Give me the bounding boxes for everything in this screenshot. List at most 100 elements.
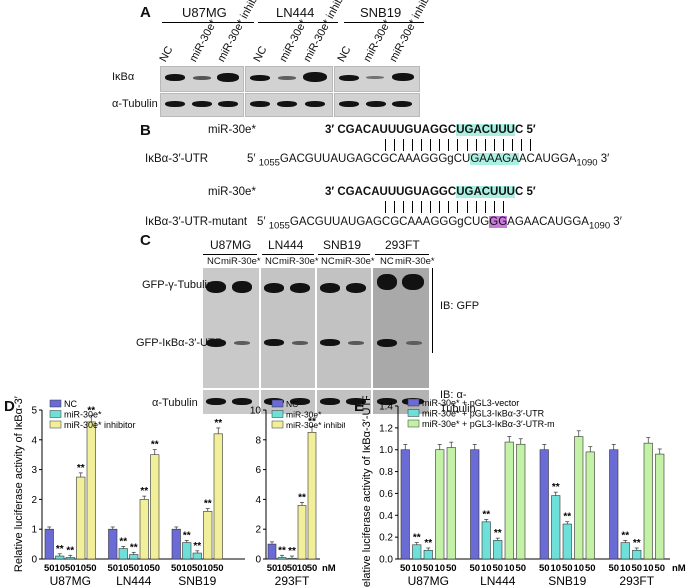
band xyxy=(292,341,308,345)
x-tick-label: 10 xyxy=(550,563,561,574)
x-tick-label: 50 xyxy=(128,563,139,574)
bar xyxy=(481,521,491,560)
a-lane-label: NC xyxy=(251,44,270,64)
significance-label: ** xyxy=(288,546,296,557)
unit-label: nM xyxy=(672,563,686,574)
bar xyxy=(213,433,223,560)
bar xyxy=(267,543,277,560)
b-pairing-lines-1b xyxy=(467,139,537,151)
x-tick-label: 50 xyxy=(631,563,642,574)
band xyxy=(392,101,412,107)
significance-label: ** xyxy=(183,530,191,541)
legend-label: NC xyxy=(64,399,77,409)
bar xyxy=(551,495,561,560)
bar xyxy=(65,557,75,560)
bar xyxy=(108,528,118,560)
bar xyxy=(643,442,653,560)
panel-label-e: E xyxy=(354,398,365,415)
significance-label: ** xyxy=(278,545,286,556)
band xyxy=(346,283,366,293)
legend-swatch xyxy=(49,420,62,429)
a-group-line-2 xyxy=(258,22,338,23)
chart-e: Relative luciferase activity of IκBα-3′-… xyxy=(361,396,686,588)
y-tick-label: 4 xyxy=(31,435,37,446)
bar xyxy=(574,436,584,560)
a-group-snb19: SNB19 xyxy=(360,5,402,20)
bar xyxy=(609,449,619,560)
band xyxy=(348,341,364,345)
x-tick-label: 50 xyxy=(86,563,97,574)
band xyxy=(377,274,397,290)
band xyxy=(320,339,340,346)
significance-label: ** xyxy=(424,538,432,549)
b-mir-label-2: miR-30e* xyxy=(208,186,256,198)
y-tick-label: 1.4 xyxy=(379,402,393,413)
bar xyxy=(139,499,149,560)
band xyxy=(320,398,340,405)
bar xyxy=(562,523,572,560)
y-tick-label: 8 xyxy=(255,435,261,446)
y-tick-label: 2 xyxy=(31,495,37,506)
x-tick-label: 50 xyxy=(654,563,665,574)
band xyxy=(277,101,297,107)
significance-label: ** xyxy=(151,440,159,451)
x-tick-label: 50 xyxy=(107,563,118,574)
x-tick-label: 50 xyxy=(446,563,457,574)
y-tick-label: 0 xyxy=(31,555,37,566)
x-tick-label: 10 xyxy=(118,563,129,574)
bar xyxy=(620,542,630,560)
legend-label: miR-30e* inhibitor xyxy=(64,420,136,430)
legend-label: miR-30e* + pGL3-IκBα-3′-UTR-m xyxy=(422,419,555,429)
c-ib-bracket xyxy=(432,268,433,353)
band xyxy=(165,74,185,81)
y-tick-label: 10 xyxy=(250,406,262,417)
x-tick-label: 50 xyxy=(287,563,298,574)
x-tick-label: 10 xyxy=(643,563,654,574)
band xyxy=(290,283,310,293)
x-tick-label: 10 xyxy=(54,563,65,574)
band xyxy=(377,398,397,405)
legend-label: NC xyxy=(286,399,298,409)
significance-label: ** xyxy=(494,528,502,539)
band xyxy=(264,283,284,293)
band xyxy=(192,101,212,107)
x-tick-label: 10 xyxy=(277,563,288,574)
legend-swatch xyxy=(271,410,284,418)
significance-label: ** xyxy=(130,542,138,553)
unit-label: nM xyxy=(322,563,336,574)
band xyxy=(206,398,226,405)
bar xyxy=(446,447,456,560)
x-tick-label: 50 xyxy=(44,563,55,574)
c-group-line-4 xyxy=(375,254,429,255)
x-tick-label: 50 xyxy=(515,563,526,574)
band xyxy=(339,101,359,107)
x-tick-label: 50 xyxy=(149,563,160,574)
legend-label: miR-30e* xyxy=(286,410,322,420)
c-ib-tub: IB: α-Tubulin xyxy=(440,389,476,415)
group-label: 293FT xyxy=(275,574,310,588)
band xyxy=(392,73,414,81)
band xyxy=(218,101,238,107)
band xyxy=(402,274,424,290)
x-tick-label: 50 xyxy=(562,563,573,574)
c-lane-nc: NC xyxy=(321,256,335,267)
band xyxy=(165,101,185,107)
c-lane-mir: miR-30e* xyxy=(395,256,435,267)
b-mir-seq-1: 3′ CGACAUUUGUAGGCUGACUUUC 5′ xyxy=(325,124,536,136)
x-tick-label: 50 xyxy=(400,563,411,574)
bar xyxy=(585,451,595,560)
group-label: SNB19 xyxy=(178,574,216,588)
x-tick-label: 50 xyxy=(492,563,503,574)
band xyxy=(234,341,250,345)
x-tick-label: 10 xyxy=(181,563,192,574)
legend-label: miR-30e* inhibitor xyxy=(286,420,345,430)
band xyxy=(366,101,386,107)
band xyxy=(232,281,252,293)
bar xyxy=(44,528,54,560)
legend-swatch xyxy=(271,399,284,408)
bar xyxy=(129,554,139,560)
legend-label: miR-30e* + pGL3-vector xyxy=(422,398,519,408)
bar xyxy=(203,511,213,560)
c-group-u87mg: U87MG xyxy=(210,238,252,252)
x-tick-label: 50 xyxy=(469,563,480,574)
